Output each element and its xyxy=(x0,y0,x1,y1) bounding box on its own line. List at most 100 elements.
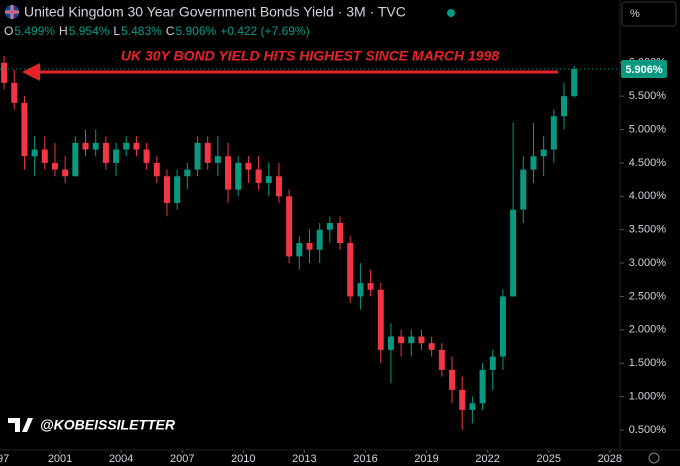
candle-body xyxy=(21,102,28,157)
ohlc-key: L xyxy=(113,24,120,38)
candle-body xyxy=(530,156,537,170)
candle-body xyxy=(174,176,181,203)
y-tick-label: 5.000% xyxy=(629,123,667,135)
y-tick-label: 0.500% xyxy=(629,424,667,436)
candle-body xyxy=(408,336,415,344)
candle-body xyxy=(286,196,293,257)
plot xyxy=(0,56,624,453)
candle-body xyxy=(510,209,517,297)
y-tick-label: 4.000% xyxy=(629,190,667,202)
candle-body xyxy=(550,116,557,150)
candle-body xyxy=(11,82,18,103)
x-tick-label: 2013 xyxy=(292,453,316,465)
candle-body xyxy=(163,176,170,203)
candle-body xyxy=(316,229,323,250)
candle-body xyxy=(184,169,191,177)
x-tick-label: 2004 xyxy=(109,453,133,465)
candle-body xyxy=(102,142,109,163)
candle-body xyxy=(561,96,568,117)
candle-body xyxy=(387,336,394,350)
candle-body xyxy=(296,243,303,257)
x-tick-label: 2019 xyxy=(414,453,438,465)
candle-body xyxy=(41,149,48,163)
candle-body xyxy=(265,176,272,183)
y-tick-label: 1.000% xyxy=(629,390,667,402)
candle-body xyxy=(418,336,425,344)
ohlc-key: O xyxy=(4,24,13,38)
candle-body xyxy=(438,349,445,370)
chart-title: United Kingdom 30 Year Government Bonds … xyxy=(24,4,406,20)
last-price-box xyxy=(621,60,667,79)
ohlc-legend: O 5.499% H 5.954% L 5.483% C 5.906% +0.422 (+7.6… xyxy=(4,24,310,38)
arrow-head xyxy=(22,63,40,81)
candle-body xyxy=(540,149,547,157)
candle-body xyxy=(214,156,221,163)
candle-body xyxy=(377,289,384,350)
candle-body xyxy=(51,162,58,170)
percent-button[interactable] xyxy=(621,1,677,27)
x-tick-label: 2007 xyxy=(170,453,194,465)
candle-body xyxy=(72,142,79,177)
candle-body xyxy=(245,162,252,170)
y-tick-label: 1.500% xyxy=(629,357,667,369)
candle-body xyxy=(326,222,333,230)
candle-body xyxy=(204,142,211,163)
x-tick-label: 2016 xyxy=(353,453,377,465)
candle-body xyxy=(1,62,8,83)
candle-body xyxy=(123,142,130,150)
candle-body xyxy=(143,149,150,163)
candle-body xyxy=(367,283,374,290)
candle-body xyxy=(398,336,405,344)
candle-body xyxy=(31,149,38,157)
y-tick-label: 2.500% xyxy=(629,290,667,302)
candle-body xyxy=(337,222,344,244)
candle-body xyxy=(92,142,99,150)
candle-body xyxy=(275,176,282,197)
ohlc-key: C xyxy=(166,24,175,38)
ohlc-value: 5.954% xyxy=(69,24,110,38)
candle-body xyxy=(479,369,486,404)
y-tick-label: 3.000% xyxy=(629,257,667,269)
flag-cross-red xyxy=(5,5,19,19)
candle-body xyxy=(357,283,364,297)
candle-body xyxy=(133,142,140,150)
candle-body xyxy=(449,369,456,390)
candle-body xyxy=(255,169,262,183)
x-tick-label: 2028 xyxy=(598,453,622,465)
ohlc-change: +0.422 (+7.69%) xyxy=(220,24,309,38)
candle-body xyxy=(235,162,242,190)
candle-body xyxy=(499,296,506,357)
ohlc-key: H xyxy=(59,24,68,38)
candle-body xyxy=(347,243,354,297)
annotation: UK 30Y BOND YIELD HITS HIGHEST SINCE MAR… xyxy=(121,48,500,64)
candle-body xyxy=(113,149,120,163)
y-tick-label: 4.500% xyxy=(629,157,667,169)
tv-logo xyxy=(8,418,33,432)
y-tick-label: 3.500% xyxy=(629,224,667,236)
candle-body xyxy=(82,142,89,150)
x-tick-label: 97 xyxy=(0,453,9,465)
last-price-label: 5.906% xyxy=(625,64,663,76)
y-tick-label: 2.000% xyxy=(629,324,667,336)
candle-body xyxy=(62,169,69,177)
watermark: @KOBEISSILETTER xyxy=(40,417,176,433)
candle-body xyxy=(459,389,466,410)
x-tick-label: 2022 xyxy=(475,453,499,465)
x-tick-label: 2010 xyxy=(231,453,255,465)
ohlc-value: 5.906% xyxy=(175,24,216,38)
candle-body xyxy=(571,69,578,97)
candle-body xyxy=(428,343,435,350)
percent-button-label[interactable]: % xyxy=(630,8,640,20)
candle-body xyxy=(153,162,160,177)
candle-body xyxy=(469,403,476,410)
y-tick-label: 5.500% xyxy=(629,90,667,102)
candle-body xyxy=(489,356,496,370)
candle-body xyxy=(225,156,232,190)
x-tick-label: 2001 xyxy=(48,453,72,465)
status-dot xyxy=(447,9,455,17)
candle-body xyxy=(306,243,313,250)
x-tick-label: 2025 xyxy=(536,453,560,465)
settings-icon[interactable] xyxy=(648,452,660,464)
